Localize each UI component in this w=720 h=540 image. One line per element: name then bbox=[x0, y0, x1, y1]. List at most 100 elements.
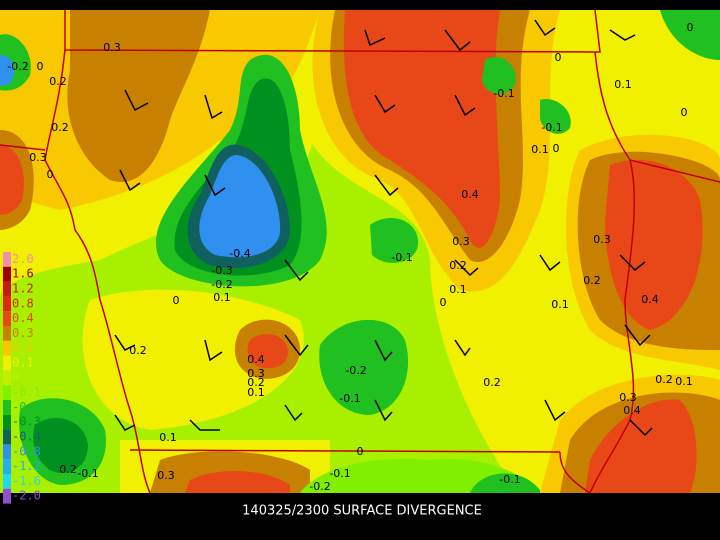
wind-barb bbox=[624, 324, 651, 347]
border bbox=[559, 451, 591, 494]
contour-label: 0.2 bbox=[59, 463, 77, 476]
contour-label: 0.4 bbox=[247, 353, 265, 366]
contour-label: 0.1 bbox=[247, 386, 265, 399]
legend-label: -0.1 bbox=[12, 385, 41, 399]
legend-swatch bbox=[3, 252, 11, 267]
contour-label: 0.2 bbox=[129, 344, 147, 357]
legend-label: -1.2 bbox=[12, 459, 41, 473]
legend-swatch bbox=[3, 370, 11, 386]
legend-label: 0.4 bbox=[12, 311, 34, 325]
border bbox=[589, 159, 636, 494]
legend-swatch bbox=[3, 459, 11, 474]
legend-swatch bbox=[3, 444, 11, 460]
contour-label: 0.1 bbox=[614, 78, 632, 91]
wind-barb bbox=[544, 399, 566, 422]
contour-label: 0.4 bbox=[461, 188, 479, 201]
contour-label: 0 bbox=[553, 142, 560, 155]
zone bbox=[370, 217, 419, 263]
contour-label: -0.1 bbox=[391, 251, 412, 264]
contour-label: 0.3 bbox=[593, 233, 611, 246]
contour-label: 0.1 bbox=[213, 291, 231, 304]
wind-barb bbox=[444, 29, 471, 52]
legend-swatch bbox=[3, 296, 11, 312]
zone bbox=[660, 10, 720, 60]
contour-label: 0.3 bbox=[29, 151, 47, 164]
wind-barb bbox=[284, 404, 303, 422]
legend-label: 2.0 bbox=[12, 252, 34, 266]
contour-label: 0.3 bbox=[452, 235, 470, 248]
legend-swatch bbox=[3, 311, 11, 326]
wind-barb bbox=[609, 29, 636, 41]
contour-label: -0.1 bbox=[499, 473, 520, 486]
border bbox=[0, 144, 46, 151]
border bbox=[64, 9, 601, 53]
contour-label: 0.1 bbox=[675, 375, 693, 388]
zone bbox=[185, 470, 290, 493]
contour-label: 0.4 bbox=[623, 404, 641, 417]
legend-label: -0.4 bbox=[12, 430, 41, 444]
zone bbox=[585, 399, 697, 493]
legend-label: -0.3 bbox=[12, 415, 41, 429]
legend-label: 0.1 bbox=[12, 356, 34, 370]
caption: 140325/2300 SURFACE DIVERGENCE bbox=[242, 504, 482, 519]
contour-label: 0.1 bbox=[449, 283, 467, 296]
contour-label: -0.2 bbox=[211, 278, 232, 291]
legend-label: -2.0 bbox=[12, 489, 41, 503]
contour-label: -0.1 bbox=[329, 467, 350, 480]
zone bbox=[199, 155, 281, 258]
wind-barb bbox=[114, 334, 136, 351]
border bbox=[594, 51, 720, 183]
wind-barb bbox=[629, 419, 653, 437]
contour-label: 0.2 bbox=[247, 376, 265, 389]
contour-label: 0 bbox=[357, 445, 364, 458]
zone bbox=[470, 473, 540, 493]
contour-label: 0 bbox=[173, 294, 180, 307]
wind-barb bbox=[204, 174, 226, 197]
contour-label: 0 bbox=[440, 296, 447, 309]
wind-barb bbox=[119, 169, 141, 192]
wind-barb bbox=[374, 174, 399, 197]
legend-swatch bbox=[3, 385, 11, 400]
wind-barb bbox=[284, 259, 309, 282]
wind-barb bbox=[454, 259, 479, 277]
contour-label: -0.1 bbox=[339, 392, 360, 405]
wind-barb bbox=[619, 254, 646, 272]
contour-label: 0.1 bbox=[159, 431, 177, 444]
wind-barb bbox=[114, 414, 136, 431]
wind-barbs bbox=[114, 19, 653, 437]
wind-barb bbox=[374, 94, 396, 114]
wind-barb bbox=[284, 334, 309, 357]
wind-barb bbox=[454, 339, 471, 357]
border bbox=[129, 449, 561, 453]
legend-swatch bbox=[3, 488, 11, 504]
legend-label: 0.3 bbox=[12, 326, 34, 340]
legend-swatch bbox=[3, 429, 11, 445]
wind-barb bbox=[189, 419, 220, 431]
legend-label: 0.8 bbox=[12, 296, 34, 310]
contour-label: 0.3 bbox=[619, 391, 637, 404]
zone bbox=[0, 145, 24, 215]
zone bbox=[33, 417, 88, 473]
legend-label: 0.2 bbox=[12, 341, 34, 355]
contour-label: -0.2 bbox=[345, 364, 366, 377]
legend-swatch bbox=[3, 414, 11, 430]
contour-label: 0.2 bbox=[655, 373, 673, 386]
field bbox=[0, 10, 720, 493]
zone bbox=[67, 10, 210, 182]
legend-swatch bbox=[3, 474, 11, 489]
legend-label: 1.2 bbox=[12, 282, 34, 296]
legend-label: -1.6 bbox=[12, 474, 41, 488]
contour-label: 0.4 bbox=[641, 293, 659, 306]
legend-label: -0.2 bbox=[12, 400, 41, 414]
zone bbox=[0, 55, 15, 86]
contour-label: 0 bbox=[47, 168, 54, 181]
contour-label: -0.1 bbox=[541, 121, 562, 134]
legend-swatch bbox=[3, 400, 11, 415]
wind-barb bbox=[374, 339, 393, 362]
wind-barb bbox=[539, 254, 561, 272]
contour-label: 0.2 bbox=[583, 274, 601, 287]
zone bbox=[605, 159, 703, 330]
wind-barb bbox=[534, 19, 556, 37]
wind-barb bbox=[374, 399, 393, 422]
